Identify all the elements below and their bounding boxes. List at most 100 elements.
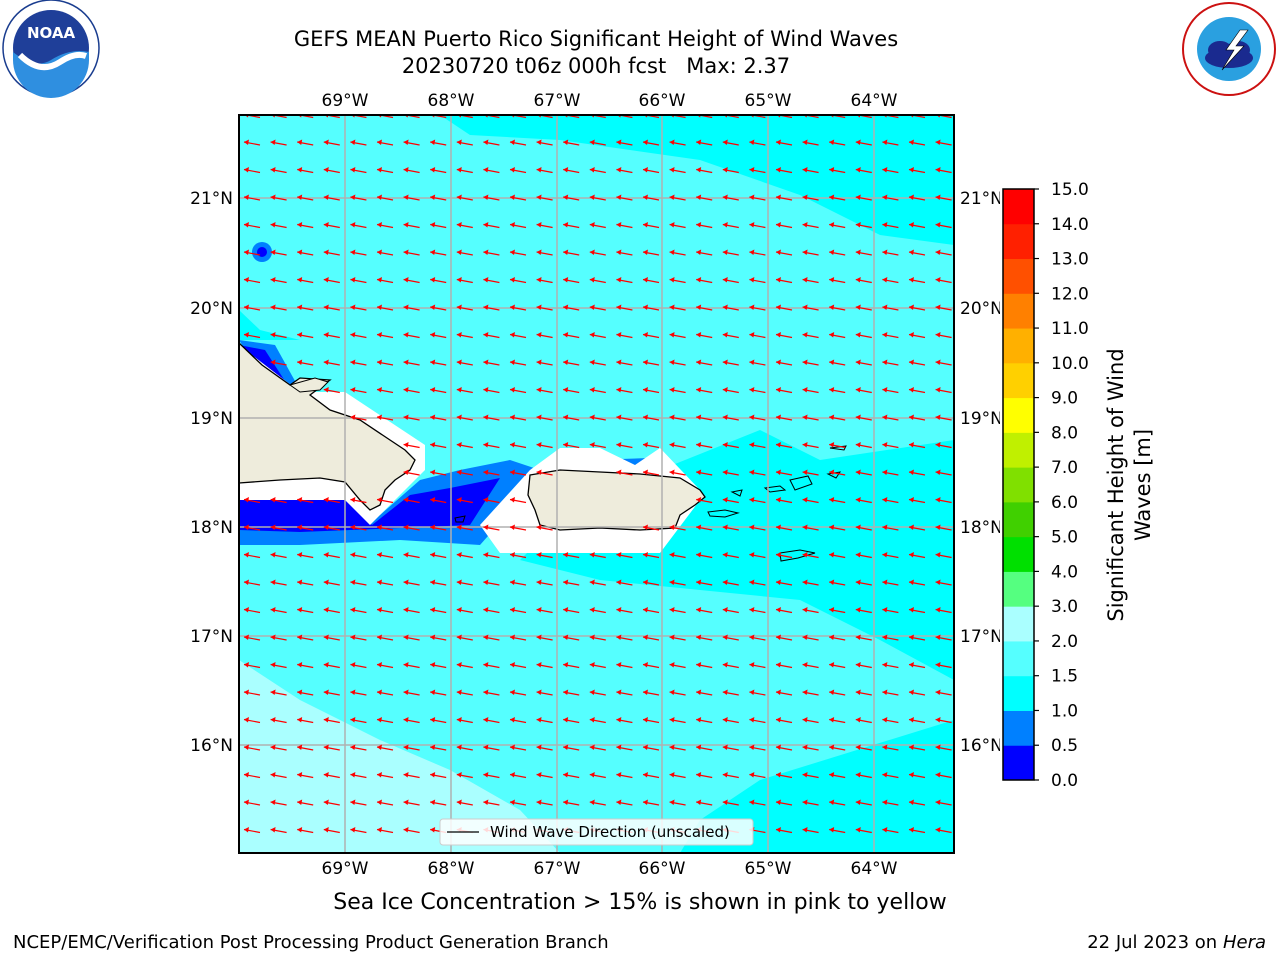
- wave-arrow-head: [403, 634, 409, 640]
- wave-arrow-head: [403, 689, 409, 695]
- wave-arrow-head: [829, 552, 835, 558]
- wave-arrow-head: [536, 442, 542, 448]
- wave-arrow-head: [270, 359, 276, 365]
- lat-label: 16°N: [960, 736, 1003, 756]
- wave-arrow-head: [430, 414, 436, 420]
- wave-arrow-head: [350, 414, 356, 420]
- wave-arrow-head: [456, 607, 462, 613]
- wave-arrow-head: [244, 304, 249, 310]
- wave-arrow-head: [323, 689, 329, 695]
- wave-arrow-head: [323, 359, 329, 365]
- lat-label: 17°N: [960, 627, 1003, 647]
- wave-arrow-head: [297, 689, 303, 695]
- wave-arrow-head: [829, 167, 835, 173]
- wave-arrow-head: [270, 579, 276, 585]
- wave-arrow-head: [802, 332, 808, 338]
- wave-arrow-head: [749, 359, 755, 365]
- wave-arrow-head: [722, 607, 728, 613]
- wave-arrow-head: [323, 744, 329, 750]
- wave-arrow-head: [616, 552, 622, 558]
- wave-arrow-head: [323, 497, 329, 503]
- wave-arrow-head: [643, 194, 648, 200]
- wave-arrow-head: [403, 772, 409, 778]
- wave-arrow-head: [935, 469, 941, 475]
- wave-arrow-head: [802, 387, 808, 393]
- wave-arrow-head: [563, 249, 569, 255]
- wave-arrow-head: [829, 744, 835, 750]
- wave-arrow-head: [536, 469, 542, 475]
- lon-label: 65°W: [745, 91, 792, 111]
- wave-arrow-head: [882, 552, 888, 558]
- wave-arrow-head: [802, 717, 808, 723]
- wave-arrow-head: [909, 799, 914, 805]
- wave-arrow-head: [430, 552, 436, 558]
- wave-arrow-head: [829, 469, 835, 475]
- wave-arrow-head: [456, 799, 462, 805]
- wave-arrow-head: [589, 359, 595, 365]
- noaa-logo-text: NOAA: [27, 24, 76, 42]
- colorbar-cell: [1003, 223, 1034, 260]
- wave-arrow-head: [696, 387, 702, 393]
- wave-arrow-head: [616, 332, 622, 338]
- wave-arrow-head: [776, 167, 781, 173]
- lon-label: 68°W: [428, 859, 475, 879]
- wave-arrow-head: [776, 689, 781, 695]
- wave-arrow-head: [669, 799, 675, 805]
- wave-arrow-head: [456, 772, 462, 778]
- wave-arrow-head: [589, 552, 595, 558]
- wave-arrow-head: [643, 469, 648, 475]
- wave-arrow-head: [802, 744, 808, 750]
- wave-arrow-head: [536, 717, 542, 723]
- wave-arrow-head: [350, 222, 356, 228]
- wave-arrow-head: [483, 634, 489, 640]
- wave-arrow-head: [483, 689, 489, 695]
- wave-arrow-head: [776, 304, 781, 310]
- lat-label: 17°N: [190, 627, 233, 647]
- wave-arrow-head: [350, 249, 356, 255]
- wave-arrow-head: [935, 359, 941, 365]
- colorbar-cell: [1003, 571, 1034, 607]
- wave-arrow-head: [616, 689, 622, 695]
- colorbar-cell: [1003, 467, 1034, 503]
- wave-arrow-head: [377, 772, 382, 778]
- wave-arrow-head: [403, 469, 409, 475]
- wave-arrow-head: [829, 387, 835, 393]
- lon-label: 67°W: [534, 91, 581, 111]
- wave-arrow-head: [749, 524, 755, 530]
- wave-arrow-head: [589, 689, 595, 695]
- wave-arrow-head: [377, 497, 382, 503]
- wave-arrow-head: [323, 194, 329, 200]
- lon-labels-bottom: 69°W 68°W 67°W 66°W 65°W 64°W: [322, 859, 898, 879]
- colorbar: 15.0 14.0 13.0 12.0 11.0 10.0 9.0 8.0 7.0 6.0 5.0 4…: [1000, 180, 1155, 791]
- wave-arrow-head: [483, 167, 489, 173]
- wave-arrow-head: [882, 607, 888, 613]
- wave-arrow-head: [616, 744, 622, 750]
- arrow-legend: Wind Wave Direction (unscaled): [439, 818, 754, 846]
- wave-arrow-head: [297, 662, 303, 668]
- wave-arrow-head: [589, 277, 595, 283]
- wave-arrow-head: [643, 662, 648, 668]
- wave-arrow-head: [403, 387, 409, 393]
- wave-arrow-head: [403, 277, 409, 283]
- wave-arrow-head: [510, 689, 515, 695]
- wave-arrow-head: [244, 827, 249, 833]
- wave-arrow-head: [855, 277, 861, 283]
- wave-arrow-head: [536, 662, 542, 668]
- wave-arrow-head: [483, 139, 489, 145]
- wave-arrow-head: [483, 249, 489, 255]
- wave-arrow-head: [855, 469, 861, 475]
- wave-arrow-head: [323, 332, 329, 338]
- lon-label: 64°W: [851, 91, 898, 111]
- wave-arrow-head: [855, 662, 861, 668]
- wave-arrow-head: [563, 717, 569, 723]
- wave-arrow-head: [403, 442, 409, 448]
- wave-arrow-head: [669, 634, 675, 640]
- wave-arrow-head: [456, 497, 462, 503]
- wave-arrow-head: [456, 524, 462, 530]
- wave-arrow-head: [297, 249, 303, 255]
- wave-arrow-head: [536, 194, 542, 200]
- wave-arrow-head: [510, 634, 515, 640]
- wave-arrow-head: [563, 607, 569, 613]
- wave-arrow-head: [244, 772, 249, 778]
- wave-arrow-head: [935, 552, 941, 558]
